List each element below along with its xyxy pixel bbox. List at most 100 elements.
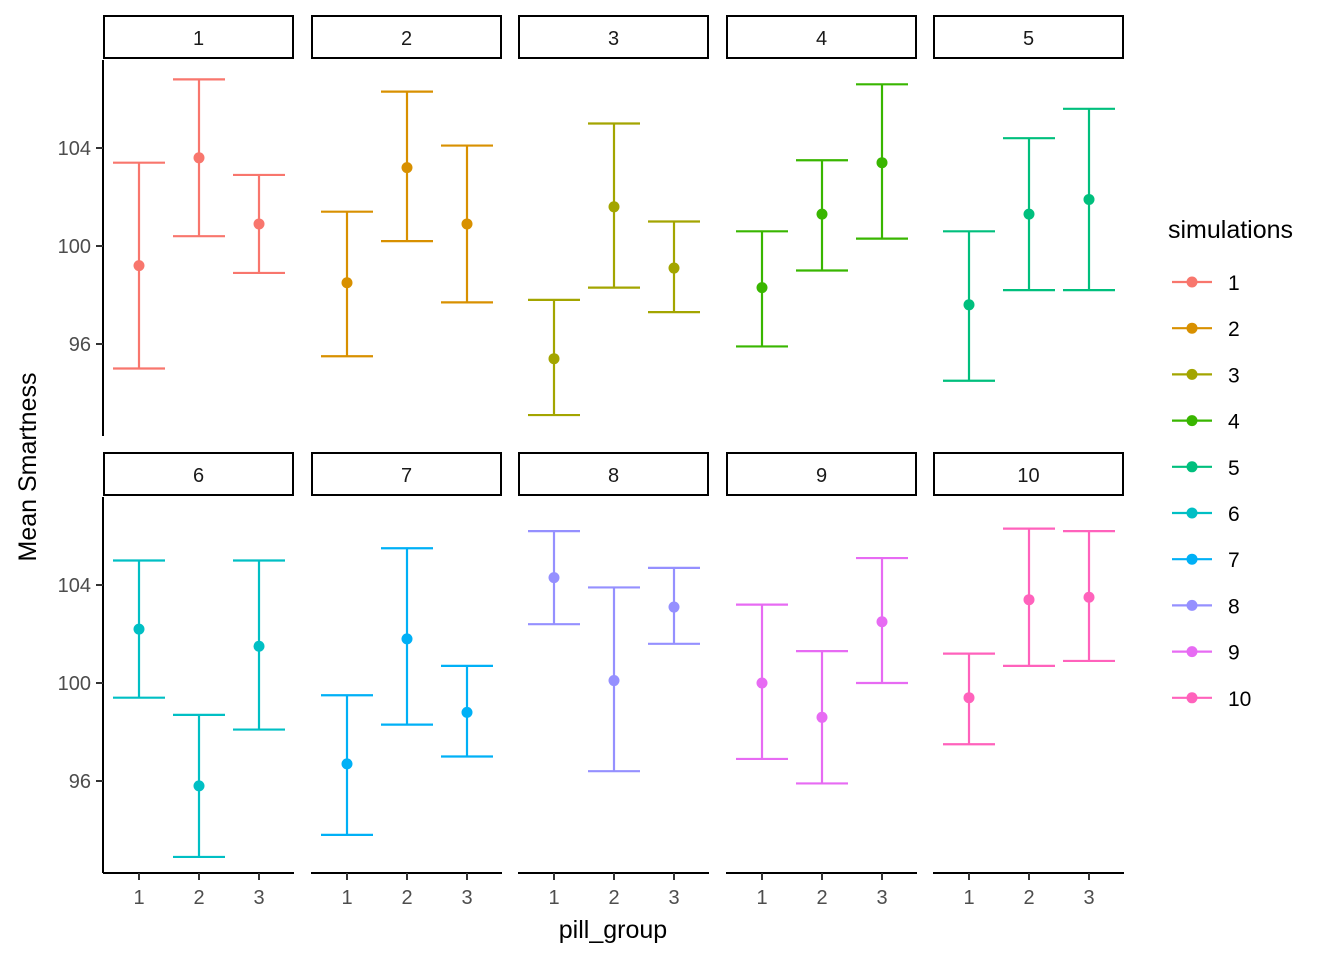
legend-key-point bbox=[1186, 322, 1198, 334]
mean-point bbox=[1083, 193, 1095, 205]
mean-point bbox=[133, 260, 145, 272]
legend-label: 4 bbox=[1228, 411, 1240, 434]
facet-panel-2: 2 bbox=[311, 15, 502, 358]
mean-point bbox=[756, 677, 768, 689]
y-tick-label: 100 bbox=[58, 236, 91, 258]
mean-point bbox=[401, 162, 413, 174]
y-tick-label: 100 bbox=[58, 673, 91, 695]
legend-item-8: 8 bbox=[1172, 595, 1240, 618]
facet-panel-10: 10 bbox=[933, 452, 1124, 746]
facet-strip bbox=[103, 15, 294, 59]
legend-label: 9 bbox=[1228, 642, 1240, 665]
facet-panel-6: 6 bbox=[103, 452, 294, 859]
facet-panel-9: 9 bbox=[726, 452, 917, 785]
facet-strip-label: 7 bbox=[401, 465, 412, 487]
mean-point bbox=[963, 299, 975, 311]
x-tick-label: 3 bbox=[461, 887, 472, 909]
legend-label: 7 bbox=[1228, 549, 1240, 572]
facet-strip bbox=[103, 452, 294, 496]
x-axis-title: pill_group bbox=[559, 916, 667, 944]
mean-point bbox=[401, 633, 413, 645]
mean-point bbox=[193, 780, 205, 792]
legend-item-2: 2 bbox=[1172, 318, 1240, 341]
legend-label: 8 bbox=[1228, 595, 1240, 618]
mean-point bbox=[133, 623, 145, 635]
y-tick-label: 104 bbox=[58, 575, 91, 597]
mean-point bbox=[1083, 591, 1095, 603]
mean-point bbox=[461, 218, 473, 230]
facet-strip-label: 10 bbox=[1017, 465, 1039, 487]
facet-strip bbox=[726, 15, 917, 59]
legend-key-point bbox=[1186, 276, 1198, 288]
legend-item-6: 6 bbox=[1172, 503, 1240, 526]
x-tick-label: 3 bbox=[668, 887, 679, 909]
facet-panel-7: 7 bbox=[311, 452, 502, 837]
legend-key-point bbox=[1186, 646, 1198, 658]
mean-point bbox=[608, 201, 620, 213]
facet-panel-3: 3 bbox=[518, 15, 709, 417]
mean-point bbox=[876, 616, 888, 628]
x-tick-label: 3 bbox=[253, 887, 264, 909]
facet-strip-label: 6 bbox=[193, 465, 204, 487]
mean-point bbox=[608, 675, 620, 687]
x-tick-label: 1 bbox=[341, 887, 352, 909]
x-tick-label: 2 bbox=[816, 887, 827, 909]
mean-point bbox=[253, 640, 265, 652]
legend-items: 1 2 3 4 5 6 7 8 9 10 bbox=[1172, 272, 1251, 711]
facet-strip-label: 4 bbox=[816, 28, 827, 50]
x-tick-label: 1 bbox=[756, 887, 767, 909]
y-tick-label: 104 bbox=[58, 138, 91, 160]
legend-key-point bbox=[1186, 692, 1198, 704]
x-tick-label: 1 bbox=[963, 887, 974, 909]
mean-point bbox=[253, 218, 265, 230]
y-axis-title: Mean Smartness bbox=[14, 373, 42, 562]
mean-point bbox=[816, 711, 828, 723]
legend-item-5: 5 bbox=[1172, 457, 1240, 480]
x-tick-label: 3 bbox=[876, 887, 887, 909]
legend-label: 6 bbox=[1228, 503, 1240, 526]
legend-item-9: 9 bbox=[1172, 642, 1240, 665]
facet-strip bbox=[311, 15, 502, 59]
legend-label: 1 bbox=[1228, 272, 1240, 295]
facet-strip-label: 5 bbox=[1023, 28, 1034, 50]
mean-point bbox=[461, 706, 473, 718]
legend-key-point bbox=[1186, 368, 1198, 380]
mean-point bbox=[963, 692, 975, 704]
mean-point bbox=[756, 282, 768, 294]
mean-point bbox=[193, 152, 205, 164]
facet-strip-label: 2 bbox=[401, 28, 412, 50]
mean-point bbox=[668, 262, 680, 274]
x-tick-label: 1 bbox=[133, 887, 144, 909]
legend-item-3: 3 bbox=[1172, 364, 1240, 387]
facet-panel-5: 5 bbox=[933, 15, 1124, 382]
mean-point bbox=[341, 758, 353, 770]
legend: simulations 1 2 3 4 5 6 7 8 9 10 bbox=[1168, 216, 1293, 711]
facet-strip-label: 3 bbox=[608, 28, 619, 50]
mean-point bbox=[876, 157, 888, 169]
legend-label: 2 bbox=[1228, 318, 1240, 341]
legend-item-10: 10 bbox=[1172, 688, 1251, 711]
y-tick-label: 96 bbox=[69, 334, 91, 356]
facet-strip-label: 8 bbox=[608, 465, 619, 487]
mean-point bbox=[341, 277, 353, 289]
legend-item-1: 1 bbox=[1172, 272, 1240, 295]
mean-point bbox=[1023, 594, 1035, 606]
x-tick-label: 2 bbox=[1023, 887, 1034, 909]
mean-point bbox=[816, 208, 828, 220]
facet-panels: 1 2 3 4 5 6 7 8 9 10 bbox=[103, 15, 1124, 859]
legend-key-point bbox=[1186, 553, 1198, 565]
legend-item-4: 4 bbox=[1172, 411, 1240, 434]
mean-point bbox=[668, 601, 680, 613]
legend-label: 3 bbox=[1228, 364, 1240, 387]
legend-label: 5 bbox=[1228, 457, 1240, 480]
y-tick-label: 96 bbox=[69, 771, 91, 793]
facet-strip bbox=[933, 452, 1124, 496]
facet-panel-4: 4 bbox=[726, 15, 917, 348]
x-tick-label: 3 bbox=[1083, 887, 1094, 909]
facet-panel-1: 1 bbox=[103, 15, 294, 370]
legend-key-point bbox=[1186, 415, 1198, 427]
facet-strip bbox=[726, 452, 917, 496]
legend-key-point bbox=[1186, 599, 1198, 611]
